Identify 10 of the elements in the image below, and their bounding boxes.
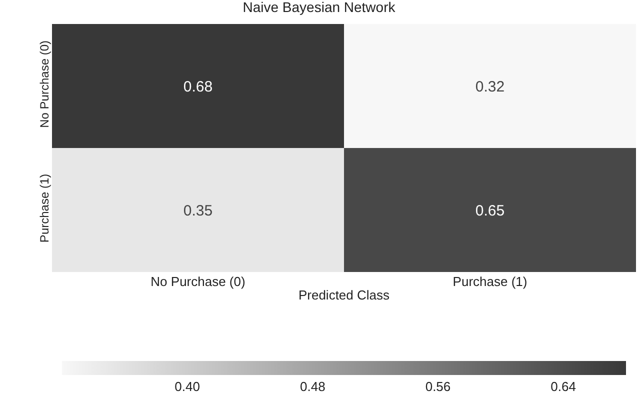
color-bar-label: 0.48 bbox=[300, 379, 326, 394]
chart-title: Naive Bayesian Network bbox=[242, 0, 396, 15]
data-label: 0.68 bbox=[183, 78, 213, 96]
color-bar-label: 0.40 bbox=[174, 379, 200, 394]
data-label: 0.35 bbox=[183, 202, 213, 220]
x-axis-title: Predicted Class bbox=[298, 288, 390, 303]
color-bar-label: 0.64 bbox=[550, 379, 576, 394]
color-bar-label: 0.56 bbox=[425, 379, 451, 394]
data-label: 0.65 bbox=[475, 202, 505, 220]
data-label: 0.32 bbox=[475, 78, 505, 96]
